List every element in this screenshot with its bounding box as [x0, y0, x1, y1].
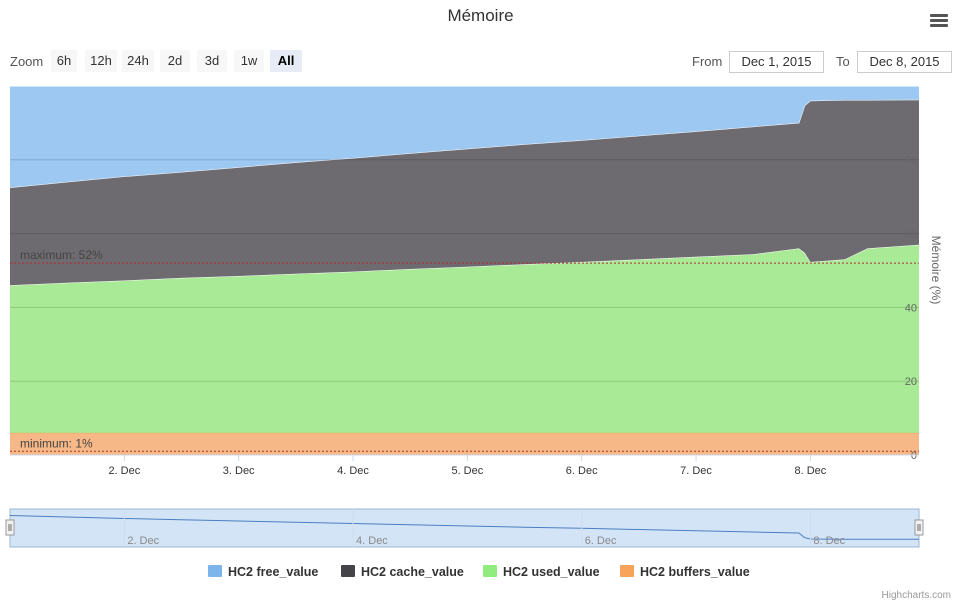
plot-line-label-0: maximum: 52%	[20, 248, 103, 262]
zoom-button-2d[interactable]: 2d	[160, 50, 190, 72]
navigator[interactable]: 2. Dec 4. Dec 6. Dec 8. Dec	[5, 508, 924, 548]
x-tick-label-0: 2. Dec	[108, 465, 140, 477]
y-axis-title: Mémoire (%)	[929, 236, 943, 305]
navigator-x-label-1: 4. Dec	[356, 535, 388, 547]
zoom-button-24h[interactable]: 24h	[122, 50, 154, 72]
area-used	[10, 244, 919, 433]
zoom-button-12h[interactable]: 12h	[85, 50, 117, 72]
x-tick-label-5: 7. Dec	[680, 465, 712, 477]
zoom-label: Zoom	[10, 54, 44, 69]
plot-lines: maximum: 52% minimum: 1%	[10, 248, 919, 452]
legend-item-used[interactable]: HC2 used_value	[483, 565, 600, 579]
y-tick-label-40: 40	[905, 302, 917, 314]
legend-swatch-used	[483, 565, 497, 577]
x-tick-label-6: 8. Dec	[794, 465, 826, 477]
legend-item-free[interactable]: HC2 free_value	[208, 565, 318, 579]
navigator-series-line	[9, 515, 920, 540]
navigator-window	[9, 508, 920, 548]
hamburger-menu-icon[interactable]	[930, 14, 948, 28]
x-axis: 2. Dec 3. Dec 4. Dec 5. Dec 6. Dec 7. Dec 8. D…	[10, 454, 919, 477]
zoom-button-6h[interactable]: 6h	[51, 50, 77, 72]
navigator-handle-left[interactable]	[5, 519, 15, 536]
from-date-input[interactable]: Dec 1, 2015	[729, 51, 824, 73]
navigator-x-label-3: 8. Dec	[813, 535, 845, 547]
legend-swatch-cache	[341, 565, 355, 577]
navigator-x-label-0: 2. Dec	[127, 535, 159, 547]
plot-area	[9, 85, 920, 455]
zoom-button-all[interactable]: All	[270, 50, 302, 72]
credits-link[interactable]: Highcharts.com	[881, 590, 951, 601]
legend-swatch-buffers	[620, 565, 634, 577]
from-label: From	[692, 54, 723, 69]
to-date-input[interactable]: Dec 8, 2015	[857, 51, 952, 73]
x-tick-label-2: 4. Dec	[337, 465, 369, 477]
y-tick-label-60: 60	[905, 229, 917, 241]
y-axis: 0 20 40 60 80	[905, 155, 917, 462]
navigator-handle-right[interactable]	[914, 519, 924, 536]
area-buffers	[10, 432, 919, 455]
x-tick-label-1: 3. Dec	[223, 465, 255, 477]
y-tick-label-20: 20	[905, 376, 917, 388]
to-label: To	[836, 54, 850, 69]
area-free	[10, 86, 919, 188]
legend-item-cache[interactable]: HC2 cache_value	[341, 565, 464, 579]
legend-swatch-free	[208, 565, 222, 577]
chart-title: Mémoire	[447, 6, 514, 25]
y-tick-label-80: 80	[905, 155, 917, 167]
x-tick-label-3: 5. Dec	[451, 465, 483, 477]
chart-canvas: maximum: 52% minimum: 1% 0 20 40 60 80 2. Dec…	[5, 85, 943, 548]
legend-item-buffers[interactable]: HC2 buffers_value	[620, 565, 750, 579]
zoom-button-1w[interactable]: 1w	[234, 50, 264, 72]
area-cache	[10, 99, 919, 286]
plot-line-label-1: minimum: 1%	[20, 436, 93, 450]
x-tick-label-4: 6. Dec	[566, 465, 598, 477]
zoom-button-3d[interactable]: 3d	[197, 50, 227, 72]
y-tick-label-0: 0	[911, 450, 917, 462]
navigator-x-label-2: 6. Dec	[585, 535, 617, 547]
